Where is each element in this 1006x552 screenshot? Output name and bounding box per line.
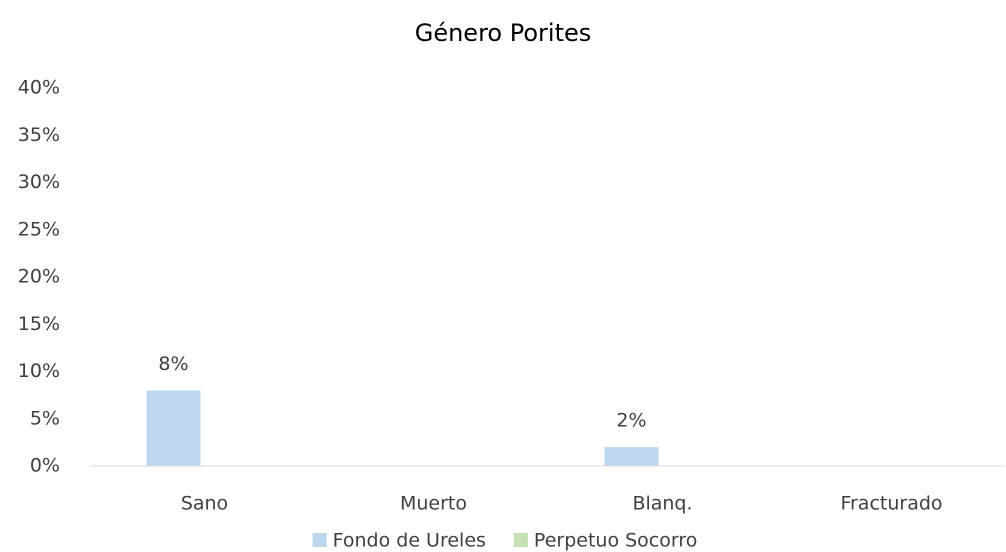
x-tick-label: Sano xyxy=(181,493,228,515)
y-tick-label: 5% xyxy=(30,407,60,429)
bar xyxy=(146,390,201,466)
legend-swatch xyxy=(312,533,327,547)
x-tick-label: Muerto xyxy=(400,493,467,515)
chart-title: Género Porites xyxy=(415,19,592,47)
legend-swatch xyxy=(513,533,528,547)
y-tick-label: 40% xyxy=(18,77,60,99)
x-tick-label: Fracturado xyxy=(840,493,942,515)
y-tick-label: 30% xyxy=(18,171,60,193)
legend-label: Fondo de Ureles xyxy=(333,530,486,552)
y-tick-label: 25% xyxy=(18,218,60,240)
legend-label: Perpetuo Socorro xyxy=(534,530,697,552)
legend: Fondo de Ureles Perpetuo Socorro xyxy=(312,530,697,552)
y-tick-label: 0% xyxy=(30,455,60,477)
data-label: 2% xyxy=(616,410,646,432)
y-tick-label: 10% xyxy=(18,360,60,382)
y-tick-label: 20% xyxy=(18,266,60,288)
y-tick-label: 15% xyxy=(18,313,60,335)
data-label: 8% xyxy=(158,353,188,375)
x-tick-label: Blanq. xyxy=(632,493,692,515)
bar xyxy=(604,447,659,466)
y-tick-label: 35% xyxy=(18,124,60,146)
